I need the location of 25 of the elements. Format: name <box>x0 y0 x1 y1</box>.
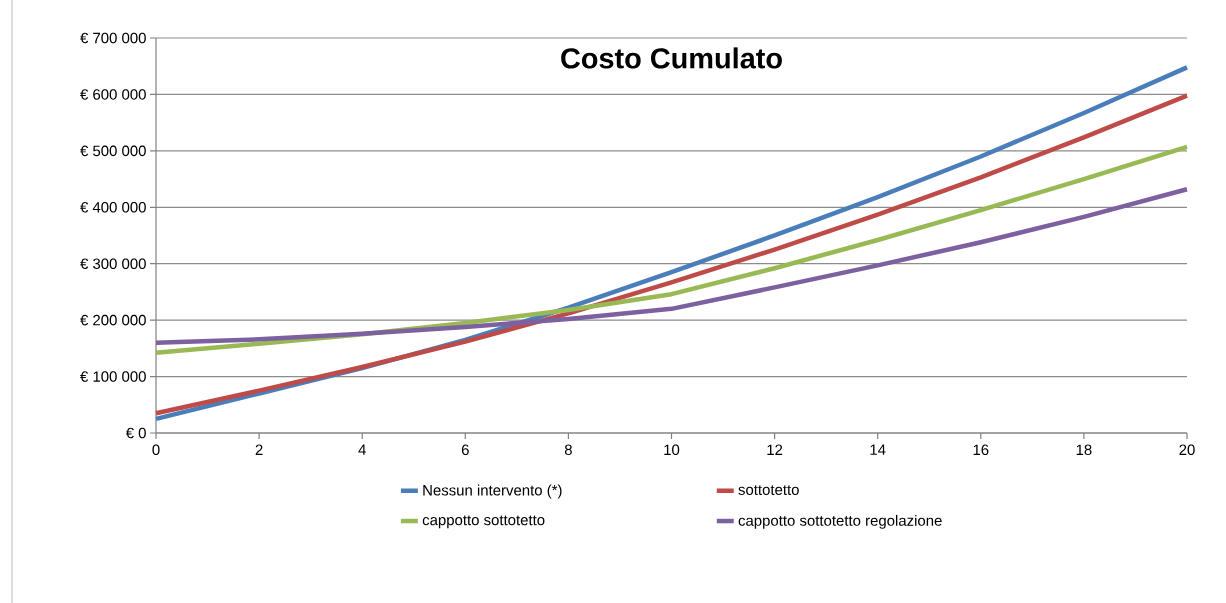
x-tick-label: 2 <box>255 444 263 455</box>
x-tick-label: 12 <box>767 444 783 455</box>
legend-label: Nessun intervento (*) <box>423 484 562 499</box>
x-tick-label: 8 <box>564 444 572 456</box>
legend-label: cappotto sottotetto regolazione <box>738 514 942 529</box>
legend-label: cappotto sottotetto <box>422 515 545 529</box>
line-series <box>153 186 1190 345</box>
y-tick-label: € 300 000 <box>80 258 146 269</box>
y-tick-label: € 700 000 <box>80 32 146 44</box>
legend-label: sottotetto <box>738 485 799 495</box>
y-tick-label: € 400 000 <box>80 201 146 213</box>
y-tick-label: € 600 000 <box>80 89 146 100</box>
x-tick-label: 10 <box>664 444 680 456</box>
x-tick-label: 20 <box>1179 444 1195 456</box>
x-tick-label: 14 <box>870 444 886 455</box>
y-tick-label: € 200 000 <box>80 314 146 326</box>
x-tick-label: 0 <box>152 444 160 456</box>
x-tick-label: 4 <box>358 444 366 455</box>
x-tick-label: 16 <box>973 444 989 456</box>
x-tick-label: 6 <box>461 444 469 456</box>
y-tick-label: € 100 000 <box>80 371 146 382</box>
chart-title: Costo Cumulato <box>561 47 782 69</box>
x-tick-label: 18 <box>1076 444 1092 456</box>
y-tick-label: € 500 000 <box>80 145 146 157</box>
y-tick-label: € 0 <box>125 427 146 439</box>
